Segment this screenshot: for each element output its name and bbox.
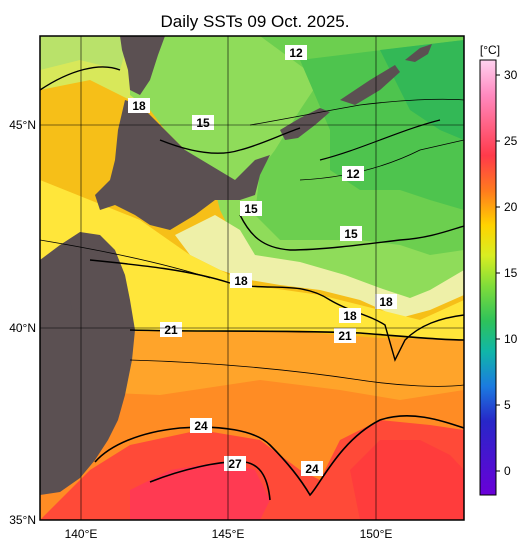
- svg-text:15: 15: [344, 227, 358, 241]
- svg-text:15: 15: [244, 202, 258, 216]
- colorbar: [°C] 30 25 20 15 10 5 0: [479, 43, 518, 496]
- colorbar-tick-25: 25: [504, 134, 518, 148]
- contour-label: 21: [160, 322, 182, 337]
- svg-text:24: 24: [194, 419, 208, 433]
- contour-label: 15: [340, 226, 362, 241]
- contour-label: 21: [334, 328, 356, 343]
- contour-label: 15: [240, 201, 262, 216]
- contour-label: 12: [285, 45, 307, 60]
- contour-label: 18: [230, 273, 252, 288]
- svg-text:21: 21: [338, 329, 352, 343]
- contour-label: 18: [375, 294, 397, 309]
- svg-text:18: 18: [343, 309, 357, 323]
- colorbar-tick-30: 30: [504, 68, 518, 82]
- contour-label: 12: [342, 166, 364, 181]
- honshu-land: [40, 232, 135, 495]
- contour-label-group: 12 12 15 15 15 18 18 18 18 21 21 24 24 2…: [128, 45, 397, 476]
- lat-label-35: 35°N: [9, 513, 36, 527]
- lon-label-145: 145°E: [212, 527, 245, 541]
- graticule: [40, 36, 464, 520]
- land-masses: [40, 36, 432, 495]
- colorbar-scale: [479, 59, 497, 496]
- hokkaido-land: [95, 100, 270, 230]
- map-frame: [39, 35, 465, 521]
- contour-label: 15: [192, 115, 214, 130]
- lat-label-45: 45°N: [9, 118, 36, 132]
- svg-text:18: 18: [132, 99, 146, 113]
- contour-label: 24: [301, 461, 323, 476]
- lat-label-40: 40°N: [9, 321, 36, 335]
- colorbar-unit: [°C]: [480, 43, 500, 57]
- lon-label-140: 140°E: [65, 527, 98, 541]
- svg-text:24: 24: [305, 462, 319, 476]
- sakhalin-land: [120, 36, 165, 95]
- lon-label-150: 150°E: [360, 527, 393, 541]
- isotherm-contours: [40, 66, 464, 501]
- contour-label: 27: [224, 456, 246, 471]
- colorbar-tick-0: 0: [504, 464, 511, 478]
- svg-text:18: 18: [379, 295, 393, 309]
- svg-text:21: 21: [164, 323, 178, 337]
- contour-label: 24: [190, 418, 212, 433]
- contour-label: 18: [339, 308, 361, 323]
- contour-label: 18: [128, 98, 150, 113]
- svg-text:12: 12: [289, 46, 303, 60]
- svg-text:15: 15: [196, 116, 210, 130]
- colorbar-tick-5: 5: [504, 398, 511, 412]
- colorbar-tick-10: 10: [504, 332, 518, 346]
- svg-text:12: 12: [346, 167, 360, 181]
- svg-text:18: 18: [234, 274, 248, 288]
- colorbar-tick-20: 20: [504, 200, 518, 214]
- svg-text:27: 27: [228, 457, 242, 471]
- colorbar-tick-15: 15: [504, 266, 518, 280]
- kuril-islands-land: [280, 108, 330, 140]
- map-title: Daily SSTs 09 Oct. 2025.: [160, 12, 350, 31]
